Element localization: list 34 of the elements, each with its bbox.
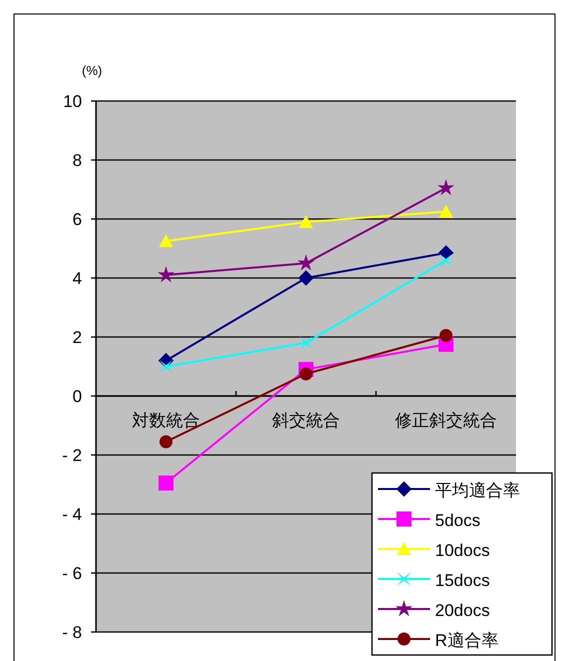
y-tick-label: - 6 xyxy=(62,564,82,583)
legend-label: 平均適合率 xyxy=(435,481,520,500)
point xyxy=(160,435,172,448)
y-tick-label: 2 xyxy=(72,328,82,347)
point xyxy=(298,270,314,286)
y-tick-label: - 8 xyxy=(62,623,82,642)
y-tick-label: 4 xyxy=(72,269,82,288)
point xyxy=(437,179,455,196)
point xyxy=(299,214,313,228)
point xyxy=(300,367,312,380)
point xyxy=(439,254,453,268)
y-tick-label: 8 xyxy=(72,151,82,170)
y-tick-label: - 2 xyxy=(62,446,82,465)
point xyxy=(439,204,453,218)
legend-label: 5docs xyxy=(435,511,480,530)
point xyxy=(299,336,313,350)
legend-label: 10docs xyxy=(435,541,490,560)
legend-label: R適合率 xyxy=(435,631,498,650)
point xyxy=(297,254,315,271)
point xyxy=(159,234,173,248)
x-tick-label: 修正斜交統合 xyxy=(395,411,497,430)
y-axis-title: (%) xyxy=(82,63,102,78)
x-tick-label: 対数統合 xyxy=(132,411,200,430)
point xyxy=(158,476,174,491)
point xyxy=(159,360,173,374)
x-tick-label: 斜交統合 xyxy=(272,411,340,430)
y-tick-label: 6 xyxy=(72,210,82,229)
legend-label: 15docs xyxy=(435,571,490,590)
y-tick-label: - 4 xyxy=(62,505,82,524)
point xyxy=(157,266,175,282)
point xyxy=(440,329,452,342)
legend-label: 20docs xyxy=(435,601,490,620)
y-tick-label: 10 xyxy=(63,92,82,111)
y-tick-label: 0 xyxy=(72,387,82,406)
